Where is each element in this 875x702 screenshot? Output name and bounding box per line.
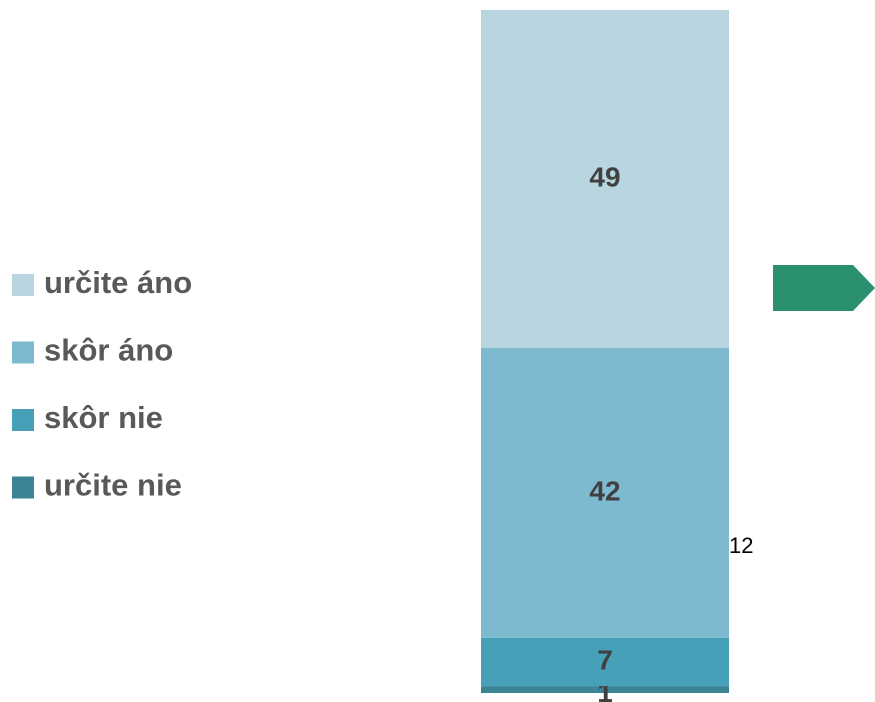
legend-swatch bbox=[12, 476, 34, 499]
legend-label: skôr nie bbox=[44, 400, 163, 435]
data-label: 42 bbox=[589, 475, 620, 506]
legend-label: určite nie bbox=[44, 468, 182, 503]
bar-segment bbox=[481, 10, 729, 349]
annotation: 12 bbox=[729, 533, 753, 558]
bar-segment bbox=[481, 686, 729, 693]
bar-segment bbox=[481, 637, 729, 687]
bar-segment bbox=[481, 348, 729, 638]
legend-swatch bbox=[12, 341, 34, 364]
data-label: 49 bbox=[589, 161, 620, 192]
data-label: 7 bbox=[597, 644, 613, 675]
legend-swatch bbox=[12, 274, 34, 296]
arrow-shape bbox=[773, 265, 875, 311]
legend-label: skôr áno bbox=[44, 333, 173, 368]
legend-swatch bbox=[12, 409, 34, 431]
legend-label: určite áno bbox=[44, 265, 192, 300]
